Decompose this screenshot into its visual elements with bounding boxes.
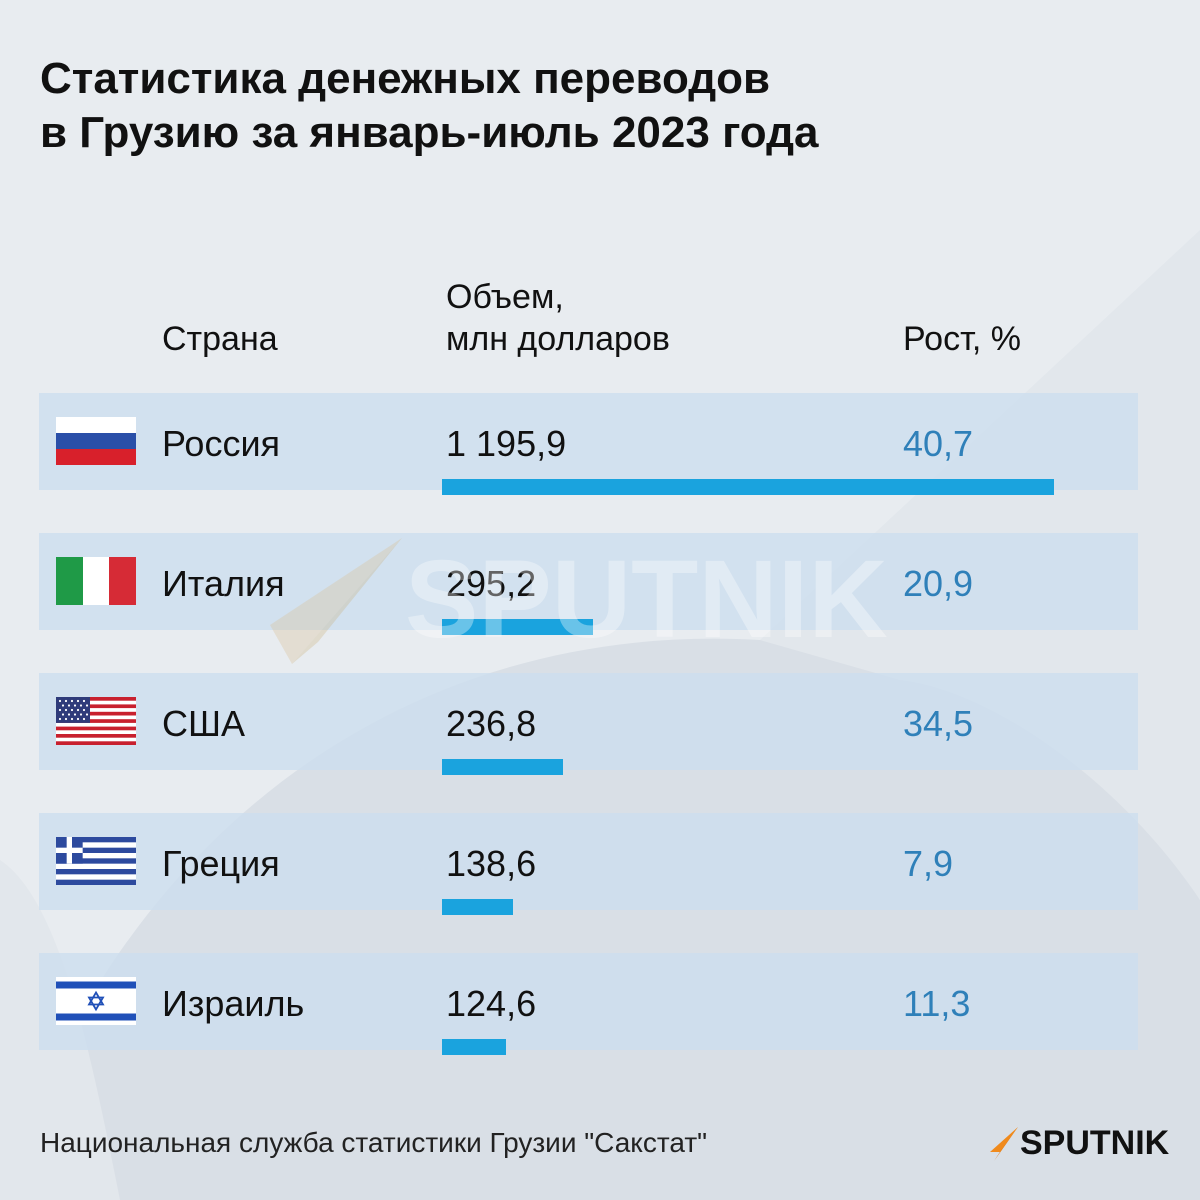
sputnik-logo: SPUTNIK: [986, 1122, 1170, 1164]
country-label: Греция: [162, 843, 280, 884]
growth-label: 7,9: [903, 843, 954, 884]
country-label: США: [162, 703, 246, 744]
title-line: в Грузию за январь-июль 2023 года: [40, 108, 819, 157]
bar: [442, 479, 1054, 495]
source-note: Национальная служба статистики Грузии "С…: [40, 1127, 708, 1158]
header-country: Страна: [162, 320, 278, 358]
header-volume-line: Объем,: [446, 278, 564, 316]
growth-label: 11,3: [903, 983, 971, 1024]
table-row: Греция 138,6 7,9: [39, 813, 1138, 915]
chart-title: Статистика денежных переводов в Грузию з…: [40, 52, 819, 160]
growth-label: 20,9: [903, 563, 974, 604]
table-row: США 236,8 34,5: [39, 673, 1138, 775]
value-label: 295,2: [446, 563, 537, 604]
title-line: Статистика денежных переводов: [40, 54, 771, 103]
greece-flag-icon: [56, 837, 136, 885]
bar: [442, 619, 593, 635]
header-growth: Рост, %: [903, 320, 1022, 358]
logo-text: SPUTNIK: [1020, 1124, 1170, 1162]
header-volume-line: млн долларов: [446, 320, 670, 358]
table-row: Россия 1 195,9 40,7: [39, 393, 1138, 495]
bar: [442, 759, 563, 775]
usa-flag-icon: [56, 697, 136, 745]
table-row: Италия 295,2 20,9: [39, 533, 1138, 635]
growth-label: 40,7: [903, 423, 974, 464]
bar: [442, 1039, 506, 1055]
italy-flag-icon: [56, 557, 136, 605]
value-label: 236,8: [446, 703, 537, 744]
value-label: 124,6: [446, 983, 537, 1024]
table-row: Израиль 124,6 11,3: [39, 953, 1138, 1055]
country-label: Израиль: [162, 983, 305, 1024]
sputnik-logo-icon: [990, 1127, 1018, 1161]
israel-flag-icon: [56, 977, 136, 1025]
value-label: 1 195,9: [446, 423, 567, 464]
country-label: Россия: [162, 423, 281, 464]
header-volume: Объем, млн долларов: [446, 276, 670, 360]
growth-label: 34,5: [903, 703, 974, 744]
value-label: 138,6: [446, 843, 537, 884]
country-label: Италия: [162, 563, 285, 604]
russia-flag-icon: [56, 417, 136, 465]
bar: [442, 899, 513, 915]
